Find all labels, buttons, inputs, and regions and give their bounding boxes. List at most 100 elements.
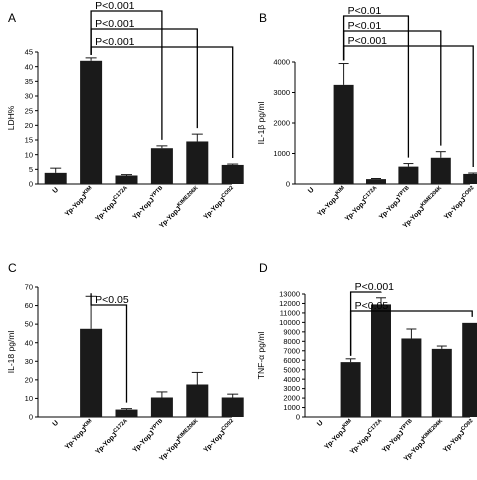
x-tick-label: Yp-YopJYPTB: [130, 185, 166, 221]
y-tick-label: 5000: [283, 365, 300, 374]
x-tick-label: Yp-YopJC172A: [343, 185, 381, 223]
y-tick-label: 30: [25, 92, 33, 101]
bar: [80, 60, 103, 184]
y-tick-label: 0: [296, 413, 300, 422]
y-tick-label: 10000: [279, 318, 300, 327]
chart-panel-a: ALDH%0510152025303540453.8U42Yp-YopJKIM2…: [6, 0, 244, 230]
y-tick-label: 0: [29, 413, 33, 422]
x-tick-label: U: [52, 186, 61, 195]
y-tick-label: 3000: [283, 384, 300, 393]
y-tick-label: 1000: [273, 149, 290, 158]
y-tick-label: 2000: [283, 394, 300, 403]
x-tick-label: Yp-YopJCO92: [441, 418, 477, 454]
x-tick-label: U: [316, 419, 325, 428]
x-tick-label: U: [52, 419, 61, 428]
x-tick-label: Yp-YopJC172A: [93, 418, 131, 456]
chart-panel-b: BIL-1β pg/ml010002000300040000U3250Yp-Yo…: [256, 5, 477, 230]
bar: [186, 141, 209, 184]
significance-bracket: [90, 46, 234, 159]
x-tick-label: Yp-YopJYPTB: [130, 418, 166, 454]
bar: [401, 338, 422, 417]
significance-bracket: [90, 28, 198, 129]
bar: [430, 157, 451, 184]
significance-label: P<0.001: [95, 0, 135, 12]
x-tick-label: U: [307, 186, 316, 195]
significance-label: P<0.05: [95, 294, 129, 306]
bar: [371, 304, 391, 417]
significance-label: P<0.001: [348, 35, 388, 47]
y-tick-label: 6000: [283, 356, 300, 365]
x-tick-label: Yp-YopJKIME206K: [157, 185, 202, 230]
significance-bracket: [90, 293, 128, 403]
y-tick-label: 1000: [283, 403, 300, 412]
y-tick-label: 70: [25, 283, 33, 292]
y-tick-label: 60: [25, 301, 33, 310]
bar: [366, 179, 386, 184]
bar: [431, 348, 452, 417]
x-tick-label: Yp-YopJKIME206K: [157, 418, 202, 463]
y-tick-label: 50: [25, 320, 33, 329]
bar: [221, 397, 244, 417]
y-tick-label: 40: [25, 338, 33, 347]
significance-bracket: [349, 310, 473, 356]
y-axis-label: IL-18 pg/ml: [6, 331, 16, 374]
y-tick-label: 4000: [273, 58, 290, 67]
y-tick-label: 0: [286, 180, 290, 189]
bar: [398, 166, 419, 184]
x-tick-label: Yp-YopJCO92: [442, 185, 477, 221]
significance-label: P<0.001: [355, 281, 395, 293]
x-tick-label: Yp-YopJCO92: [201, 418, 237, 454]
bar: [80, 328, 103, 417]
x-tick-label: Yp-YopJKIM: [315, 185, 348, 218]
x-tick-label: Yp-YopJC172A: [348, 418, 386, 456]
significance-label: P<0.05: [355, 300, 389, 312]
bar: [115, 409, 138, 417]
y-axis-label: TNF-α pg/ml: [256, 332, 266, 380]
y-tick-label: 15: [25, 136, 33, 145]
y-tick-label: 30: [25, 357, 33, 366]
y-tick-label: 35: [25, 77, 33, 86]
y-tick-label: 10: [25, 150, 33, 159]
y-tick-label: 9000: [283, 327, 300, 336]
bar: [340, 362, 361, 417]
bar: [463, 173, 477, 184]
bar: [462, 322, 477, 417]
significance-label: P<0.01: [348, 5, 382, 17]
y-tick-label: 25: [25, 106, 33, 115]
y-tick-label: 8000: [283, 337, 300, 346]
y-tick-label: 13000: [279, 290, 300, 299]
significance-bracket: [342, 45, 474, 168]
y-tick-label: 20: [25, 121, 33, 130]
y-tick-label: 10: [25, 394, 33, 403]
chart-panel-c: CIL-18 pg/ml0102030405060700U47.5Yp-YopJ…: [6, 261, 244, 463]
bar: [150, 397, 173, 417]
bar: [186, 384, 209, 417]
significance-label: P<0.001: [95, 36, 135, 48]
chart-panel-d: D TNF-α pg/ml 0100020003000400050006000700…: [256, 261, 477, 463]
significance-label: P<0.001: [95, 18, 135, 30]
panel-letter: B: [259, 11, 267, 25]
y-tick-label: 12000: [279, 299, 300, 308]
bar: [150, 148, 173, 184]
panel-letter: C: [8, 261, 17, 275]
y-tick-label: 4000: [283, 375, 300, 384]
bar: [221, 164, 244, 184]
x-tick-label: Yp-YopJKIM: [322, 418, 355, 451]
x-tick-label: Yp-YopJYPTB: [377, 185, 413, 221]
x-tick-label: Yp-YopJCO92: [201, 185, 237, 221]
y-tick-label: 40: [25, 62, 33, 71]
y-axis-label: IL-1β pg/ml: [256, 102, 266, 145]
y-tick-label: 7000: [283, 346, 300, 355]
panel-letter: A: [8, 11, 16, 25]
significance-bracket: [342, 30, 442, 146]
y-axis-label: LDH%: [6, 105, 16, 130]
x-tick-label: Yp-YopJC172A: [93, 185, 131, 223]
y-tick-label: 11000: [280, 309, 300, 318]
y-tick-label: 2000: [273, 119, 290, 128]
x-tick-label: Yp-YopJKIM: [63, 185, 96, 218]
bar: [115, 175, 138, 184]
y-tick-label: 45: [25, 48, 33, 57]
bar: [44, 172, 67, 184]
y-tick-label: 20: [25, 375, 33, 384]
